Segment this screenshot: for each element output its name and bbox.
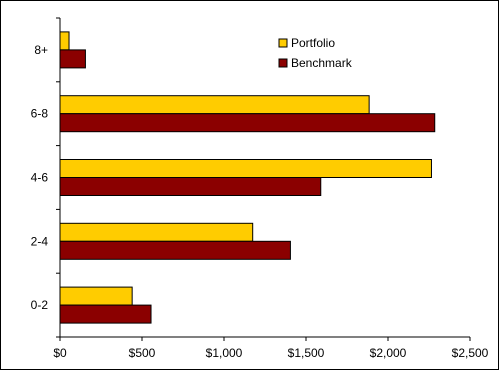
legend: Portfolio Benchmark: [278, 36, 353, 70]
y-tick-label: 0-2: [31, 298, 49, 312]
x-tick-label: $2,500: [452, 346, 489, 360]
bar-portfolio-0-2: [59, 286, 133, 306]
legend-label-portfolio: Portfolio: [291, 36, 335, 50]
x-tick-label: $0: [53, 346, 67, 360]
bar-benchmark-4-6: [59, 177, 322, 196]
bar-portfolio-4-6: [59, 159, 432, 178]
y-tick-label: 4-6: [31, 171, 49, 185]
y-tick-label: 2-4: [31, 234, 49, 248]
x-tick-label: $1,500: [288, 346, 325, 360]
legend-swatch-benchmark: [278, 58, 288, 68]
axes-group: 0-2 2-4 4-6 6-8 8+ $0 $500 $1,000 $1,500 $2,000 $2…: [31, 17, 489, 360]
bar-benchmark-2-4: [59, 240, 291, 260]
legend-swatch-portfolio: [278, 38, 288, 48]
y-tick-label: 6-8: [31, 107, 49, 121]
bar-benchmark-0-2: [59, 304, 152, 324]
legend-label-benchmark: Benchmark: [291, 56, 353, 70]
bar-benchmark-6-8: [59, 113, 436, 133]
bar-portfolio-2-4: [59, 222, 254, 242]
x-tick-label: $500: [129, 346, 156, 360]
y-tick-label: 8+: [34, 43, 48, 57]
x-tick-label: $1,000: [206, 346, 243, 360]
bars-group: [59, 31, 436, 324]
bar-benchmark-8+: [59, 49, 86, 69]
bar-portfolio-6-8: [59, 95, 370, 115]
x-tick-label: $2,000: [370, 346, 407, 360]
bar-portfolio-8+: [59, 31, 70, 51]
